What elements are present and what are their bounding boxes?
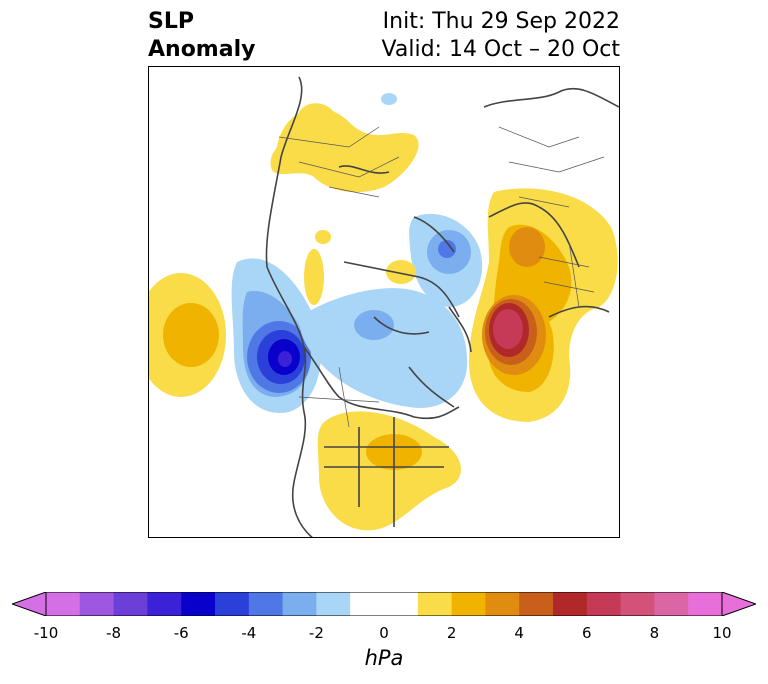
colorbar-tick-label: 0 xyxy=(379,624,389,642)
colorbar-frame xyxy=(45,592,723,616)
colorbar-max-arrow xyxy=(721,592,756,616)
siberia-high xyxy=(270,103,419,305)
colorbar-tick-label: 2 xyxy=(446,624,457,642)
colorbar-segment xyxy=(620,592,655,616)
colorbar-ticks: -10 -8 -6 -4 -2 0 2 4 6 8 10 xyxy=(0,624,768,644)
map-title: SLP Anomaly xyxy=(148,8,255,64)
coastlines xyxy=(265,76,619,537)
colorbar-segment xyxy=(485,592,520,616)
colorbar-segment xyxy=(79,592,115,616)
map-svg xyxy=(149,76,619,537)
colorbar-segment xyxy=(586,592,622,616)
map-subtitle: Init: Thu 29 Sep 2022 Valid: 14 Oct – 20… xyxy=(382,8,620,64)
colorbar-segment xyxy=(451,592,486,616)
colorbar-segment xyxy=(181,592,216,616)
colorbar-segment xyxy=(46,592,81,616)
atlantic-high xyxy=(469,188,618,422)
colorbar-min-arrow xyxy=(12,592,47,616)
colorbar-segment xyxy=(350,592,419,616)
colorbar-segment xyxy=(654,592,689,616)
colorbar-tick-label: 6 xyxy=(582,624,592,642)
colorbar xyxy=(12,592,756,616)
us-high xyxy=(317,411,461,531)
init-date: Init: Thu 29 Sep 2022 xyxy=(382,9,620,34)
colorbar-tick-label: -6 xyxy=(173,624,189,642)
colorbar-segment xyxy=(316,592,351,616)
colorbar-segment xyxy=(417,592,453,616)
valid-range: Valid: 14 Oct – 20 Oct xyxy=(381,37,620,62)
colorbar-segment xyxy=(519,592,554,616)
colorbar-tick-label: -4 xyxy=(241,624,257,642)
colorbar-segment xyxy=(113,592,148,616)
colorbar-segment xyxy=(553,592,588,616)
colorbar-segment xyxy=(282,592,317,616)
anomaly-map xyxy=(148,66,620,538)
colorbar-segment xyxy=(147,592,182,616)
title-variable: SLP xyxy=(148,9,194,34)
title-kind: Anomaly xyxy=(148,37,256,62)
colorbar-segment xyxy=(688,592,723,616)
colorbar-tick-label: -2 xyxy=(308,624,324,642)
colorbar-segment xyxy=(215,592,250,616)
pacific-high xyxy=(149,273,226,397)
colorbar-segment xyxy=(248,592,284,616)
borders xyxy=(278,126,605,428)
colorbar-tick-label: 10 xyxy=(712,624,732,642)
colorbar-unit: hPa xyxy=(364,646,404,670)
colorbar-tick-label: 8 xyxy=(649,624,660,642)
colorbar-segments xyxy=(46,592,723,616)
colorbar-tick-label: -10 xyxy=(33,624,59,642)
colorbar-tick-label: -8 xyxy=(106,624,122,642)
colorbar-tick-label: 4 xyxy=(514,624,524,642)
anomaly-contours xyxy=(149,93,618,531)
